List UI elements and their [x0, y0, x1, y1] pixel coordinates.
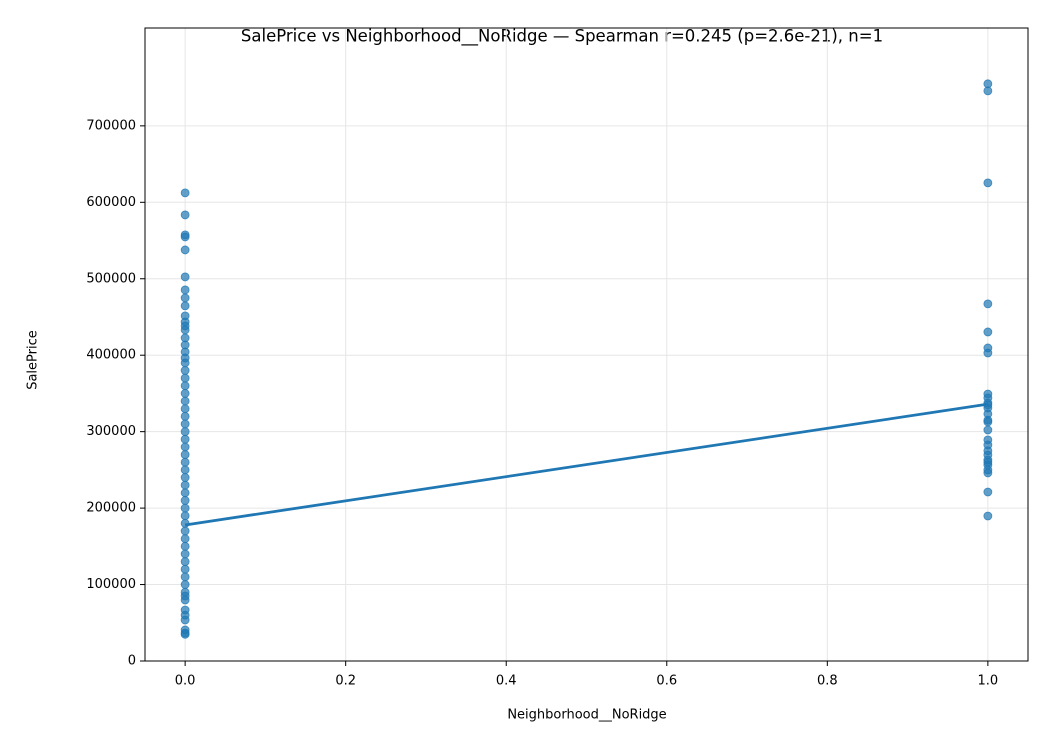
- scatter-point: [180, 434, 190, 444]
- scatter-point: [983, 511, 993, 521]
- x-tick-label: 0.6: [656, 674, 677, 689]
- scatter-point: [180, 450, 190, 459]
- scatter-point: [180, 272, 190, 282]
- y-axis-label: SalePrice: [26, 330, 41, 390]
- scatter-point: [180, 457, 190, 467]
- scatter-point: [180, 210, 190, 220]
- scatter-point: [180, 293, 190, 303]
- scatter-point: [983, 425, 993, 435]
- scatter-point: [180, 526, 190, 536]
- scatter-point: [180, 564, 190, 574]
- x-tick-label: 0.8: [817, 674, 838, 689]
- scatter-point: [983, 86, 993, 96]
- scatter-point: [180, 534, 190, 544]
- grid: [145, 28, 1028, 662]
- scatter-point: [180, 381, 190, 391]
- scatter-point: [180, 366, 190, 375]
- chart-title: SalePrice vs Neighborhood__NoRidge — Spe…: [241, 27, 883, 47]
- scatter-point: [983, 327, 993, 337]
- scatter-point: [180, 285, 190, 295]
- plot-area: [180, 79, 993, 639]
- scatter-point: [180, 465, 190, 475]
- scatter-point: [180, 245, 190, 255]
- regression-line: [184, 402, 989, 527]
- scatter-point: [180, 301, 190, 311]
- x-tick-label: 0.4: [496, 674, 517, 689]
- scatter-point: [180, 325, 190, 335]
- y-tick-label: 0: [128, 654, 136, 669]
- scatter-point: [983, 487, 993, 497]
- scatter-point: [983, 468, 993, 478]
- scatter-point: [180, 396, 190, 406]
- scatter-point: [983, 299, 993, 309]
- y-tick-label: 700000: [86, 118, 136, 133]
- scatter-point: [180, 411, 190, 421]
- scatter-point: [180, 496, 190, 505]
- scatter-point: [180, 615, 190, 625]
- scatter-point: [180, 541, 190, 551]
- scatter-point: [180, 557, 190, 567]
- scatter-point: [180, 595, 190, 605]
- y-tick-label: 200000: [86, 501, 136, 516]
- scatter-point: [180, 358, 190, 368]
- scatter-point: [180, 629, 190, 639]
- scatter-point: [180, 488, 190, 498]
- scatter-point: [983, 178, 993, 188]
- scatter-point: [180, 427, 190, 437]
- y-tick-label: 600000: [86, 195, 136, 210]
- scatter-point: [180, 373, 190, 383]
- y-tick-label: 500000: [86, 271, 136, 286]
- scatter-point: [180, 404, 190, 414]
- scatter-point: [180, 572, 190, 582]
- scatter-point: [180, 188, 190, 198]
- scatter-point: [180, 389, 190, 398]
- scatter-point: [983, 457, 993, 467]
- scatter-point: [180, 480, 190, 490]
- x-axis-label: Neighborhood__NoRidge: [507, 708, 666, 723]
- scatter-point: [983, 415, 993, 425]
- scatter-point: [180, 473, 190, 482]
- scatter-point: [180, 580, 190, 589]
- scatter-point: [180, 419, 190, 429]
- y-tick-label: 400000: [86, 348, 136, 363]
- plot-frame: [144, 27, 1029, 662]
- x-tick-label: 0.0: [175, 674, 196, 689]
- scatter-point: [180, 549, 190, 559]
- y-tick-label: 300000: [86, 424, 136, 439]
- scatter-point: [983, 348, 993, 358]
- scatter-point: [180, 232, 190, 242]
- x-tick-label: 1.0: [978, 674, 999, 689]
- y-tick-label: 100000: [86, 577, 136, 592]
- scatter-point: [180, 511, 190, 521]
- x-tick-label: 0.2: [335, 674, 356, 689]
- scatter-point: [180, 503, 190, 513]
- scatter-point: [180, 442, 190, 452]
